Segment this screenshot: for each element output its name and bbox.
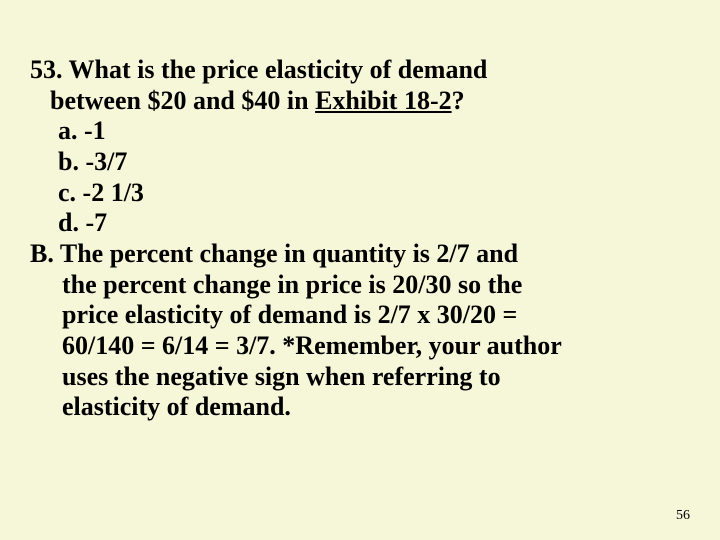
option-d: d. -7	[58, 208, 690, 239]
answer-line-3: price elasticity of demand is 2/7 x 30/2…	[62, 300, 690, 331]
slide-container: 53. What is the price elasticity of dema…	[0, 0, 720, 540]
question-line-1: 53. What is the price elasticity of dema…	[30, 55, 690, 86]
page-number: 56	[676, 508, 690, 524]
answer-line-6: elasticity of demand.	[62, 392, 690, 423]
slide-content: 53. What is the price elasticity of dema…	[30, 55, 690, 423]
option-a: a. -1	[58, 116, 690, 147]
question-line-2-text: between $20 and $40 in	[50, 86, 315, 115]
option-c: c. -2 1/3	[58, 178, 690, 209]
answer-line-5: uses the negative sign when referring to	[62, 362, 690, 393]
answer-line-4: 60/140 = 6/14 = 3/7. *Remember, your aut…	[62, 331, 690, 362]
answer-line-1: B. The percent change in quantity is 2/7…	[30, 239, 690, 270]
exhibit-reference: Exhibit 18-2	[315, 86, 452, 115]
question-line-2: between $20 and $40 in Exhibit 18-2?	[50, 86, 690, 117]
answer-line-2: the percent change in price is 20/30 so …	[62, 270, 690, 301]
question-line-2-suffix: ?	[452, 86, 465, 115]
option-b: b. -3/7	[58, 147, 690, 178]
